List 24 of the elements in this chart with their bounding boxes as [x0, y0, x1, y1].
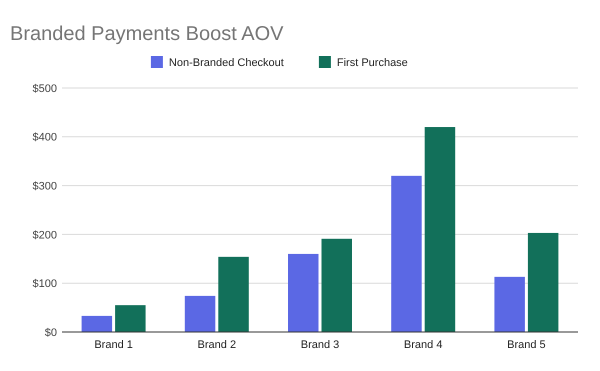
bar — [424, 127, 456, 332]
y-tick-label: $500 — [32, 82, 57, 95]
chart-title: Branded Payments Boost AOV — [10, 23, 284, 45]
bar — [528, 232, 558, 332]
y-tick-label: $100 — [32, 278, 57, 290]
y-tick-label: $0 — [44, 326, 57, 339]
legend-label: Non-Branded Checkout — [168, 56, 284, 69]
x-tick-label: Brand 4 — [404, 339, 442, 351]
bar — [115, 305, 146, 332]
x-tick-label: Brand 3 — [300, 339, 340, 351]
bar — [218, 256, 249, 332]
y-tick-label: $400 — [32, 132, 57, 144]
bar — [184, 296, 216, 332]
bar — [391, 176, 422, 332]
bar — [494, 276, 525, 332]
y-tick-label: $200 — [32, 229, 57, 242]
y-tick-label: $300 — [32, 180, 57, 192]
legend-label: First Purchase — [336, 56, 408, 69]
x-tick-label: Brand 5 — [507, 339, 546, 351]
bar — [82, 316, 112, 332]
bar — [322, 238, 352, 332]
x-tick-label: Brand 1 — [94, 339, 133, 351]
bar — [288, 254, 318, 332]
x-tick-label: Brand 2 — [198, 339, 236, 351]
